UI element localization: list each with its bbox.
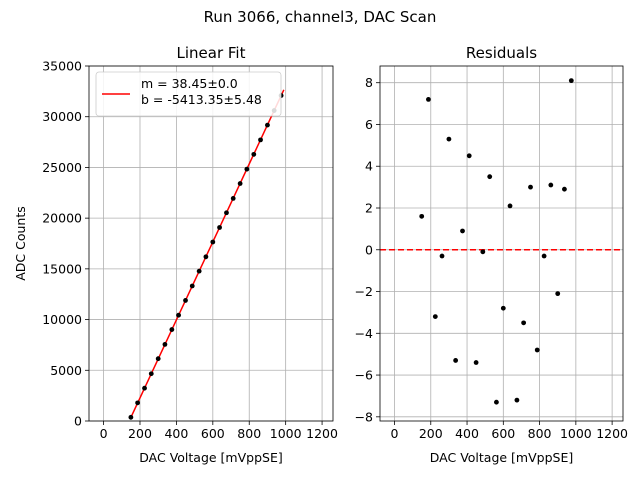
legend-entry: b = -5413.35±5.48 (141, 92, 262, 107)
data-point (426, 97, 431, 102)
data-point (142, 385, 147, 391)
axis-ticks: 0 200 400 600 800 1000 1200 0 5000 10000 15000 2000… (42, 59, 338, 442)
x-axis-label: DAC Voltage [mVppSE] (139, 450, 282, 465)
data-point (176, 312, 181, 318)
data-point (514, 397, 520, 403)
x-tick-label: 600 (201, 426, 225, 441)
x-tick-label: 400 (164, 426, 188, 441)
x-tick-label: 600 (491, 426, 515, 441)
x-tick-label: 1000 (560, 426, 592, 441)
y-tick-label: 0 (74, 414, 82, 429)
y-tick-label: 10000 (42, 312, 82, 327)
data-point (196, 268, 202, 274)
data-point (210, 239, 216, 245)
y-tick-label: 2 (365, 201, 373, 216)
y-tick-label: 8 (365, 75, 373, 90)
data-point (460, 228, 465, 234)
y-tick-label: 15000 (42, 261, 82, 276)
data-point (258, 137, 263, 143)
data-point (244, 166, 250, 172)
data-point (419, 213, 425, 219)
legend-box (95, 71, 282, 117)
data-point (189, 283, 195, 289)
data-point (507, 203, 513, 209)
x-tick-label: 1200 (596, 426, 628, 441)
y-tick-label: 20000 (42, 211, 82, 226)
data-point (500, 305, 506, 311)
grid (89, 65, 333, 422)
fit-line (130, 89, 285, 418)
x-tick-label: 400 (455, 426, 479, 441)
x-tick-label: 200 (128, 426, 152, 441)
chart-title: Linear Fit (177, 44, 246, 62)
data-point (453, 358, 459, 363)
data-point (251, 151, 257, 157)
data-point (494, 399, 499, 405)
y-tick-label: 4 (365, 159, 373, 174)
data-point (224, 210, 229, 216)
data-points (128, 93, 284, 420)
y-tick-label: 0 (365, 242, 373, 257)
data-point (162, 341, 168, 347)
data-point (203, 254, 209, 260)
y-tick-label: 5000 (50, 363, 82, 378)
data-point (230, 195, 236, 201)
residuals-chart: 0 200 400 600 800 1000 1200 −8 −6 −4 −2 0 2 4 6 8 Residu… (355, 44, 629, 465)
plot-frame (88, 65, 334, 422)
y-tick-label: −6 (355, 368, 373, 383)
data-point (534, 347, 540, 353)
data-point (432, 314, 438, 319)
x-tick-label: 0 (100, 426, 108, 441)
data-point (480, 249, 486, 255)
x-tick-label: 1000 (270, 426, 302, 441)
x-tick-label: 0 (391, 426, 399, 441)
data-point (541, 253, 547, 259)
data-point (466, 153, 472, 159)
data-point (183, 298, 188, 303)
data-point (217, 225, 222, 230)
data-point (548, 182, 554, 188)
data-point (487, 174, 493, 180)
y-tick-label: −2 (355, 284, 373, 299)
data-point (237, 181, 243, 186)
data-point (439, 253, 445, 259)
data-point (135, 400, 141, 406)
data-points (419, 78, 574, 405)
legend-entry: m = 38.45±0.0 (141, 76, 238, 91)
data-point (155, 356, 161, 362)
linear-fit-chart: 0 200 400 600 800 1000 1200 0 5000 10000 15000 2000… (13, 44, 338, 465)
y-tick-label: −4 (355, 326, 373, 341)
data-point (446, 136, 452, 142)
y-tick-label: 6 (365, 117, 373, 132)
x-tick-label: 200 (419, 426, 443, 441)
x-tick-label: 800 (528, 426, 552, 441)
data-point (528, 184, 533, 190)
data-point (148, 371, 154, 377)
legend: m = 38.45±0.0b = -5413.35±5.48 (95, 71, 282, 117)
grid (380, 66, 623, 421)
data-point (265, 122, 270, 128)
figure-title: Run 3066, channel3, DAC Scan (204, 8, 437, 26)
y-tick-label: 35000 (42, 59, 82, 74)
data-point (473, 360, 479, 365)
data-point (521, 320, 527, 326)
y-axis-label: ADC Counts (13, 206, 28, 281)
x-tick-label: 1200 (306, 426, 338, 441)
plot-frame (379, 65, 624, 422)
data-point (562, 186, 567, 192)
axis-ticks: 0 200 400 600 800 1000 1200 −8 −6 −4 −2 0 2 4 6 8 (355, 75, 629, 441)
data-point (169, 327, 175, 332)
chart-title: Residuals (466, 44, 537, 62)
x-tick-label: 800 (237, 426, 261, 441)
y-tick-label: 25000 (42, 160, 82, 175)
x-axis-label: DAC Voltage [mVppSE] (430, 450, 573, 465)
data-point (555, 291, 561, 297)
y-tick-label: −8 (355, 409, 373, 424)
y-tick-label: 30000 (42, 109, 82, 124)
data-point (568, 78, 574, 84)
data-point (128, 414, 134, 420)
